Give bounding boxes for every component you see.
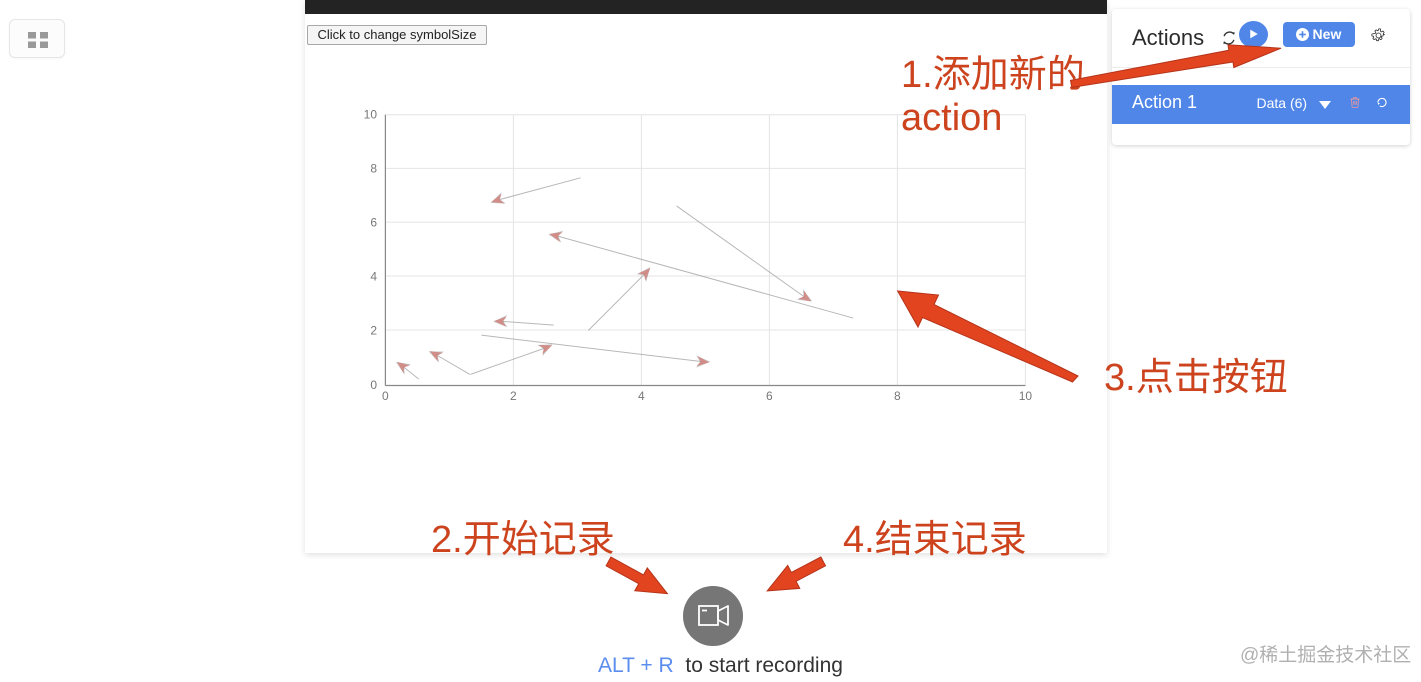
svg-text:2.开始记录: 2.开始记录 <box>431 519 615 561</box>
svg-text:action: action <box>901 97 1002 139</box>
svg-text:3.点击按钮: 3.点击按钮 <box>1104 357 1288 399</box>
svg-text:4.结束记录: 4.结束记录 <box>843 519 1027 561</box>
svg-text:1.添加新的: 1.添加新的 <box>901 54 1085 96</box>
